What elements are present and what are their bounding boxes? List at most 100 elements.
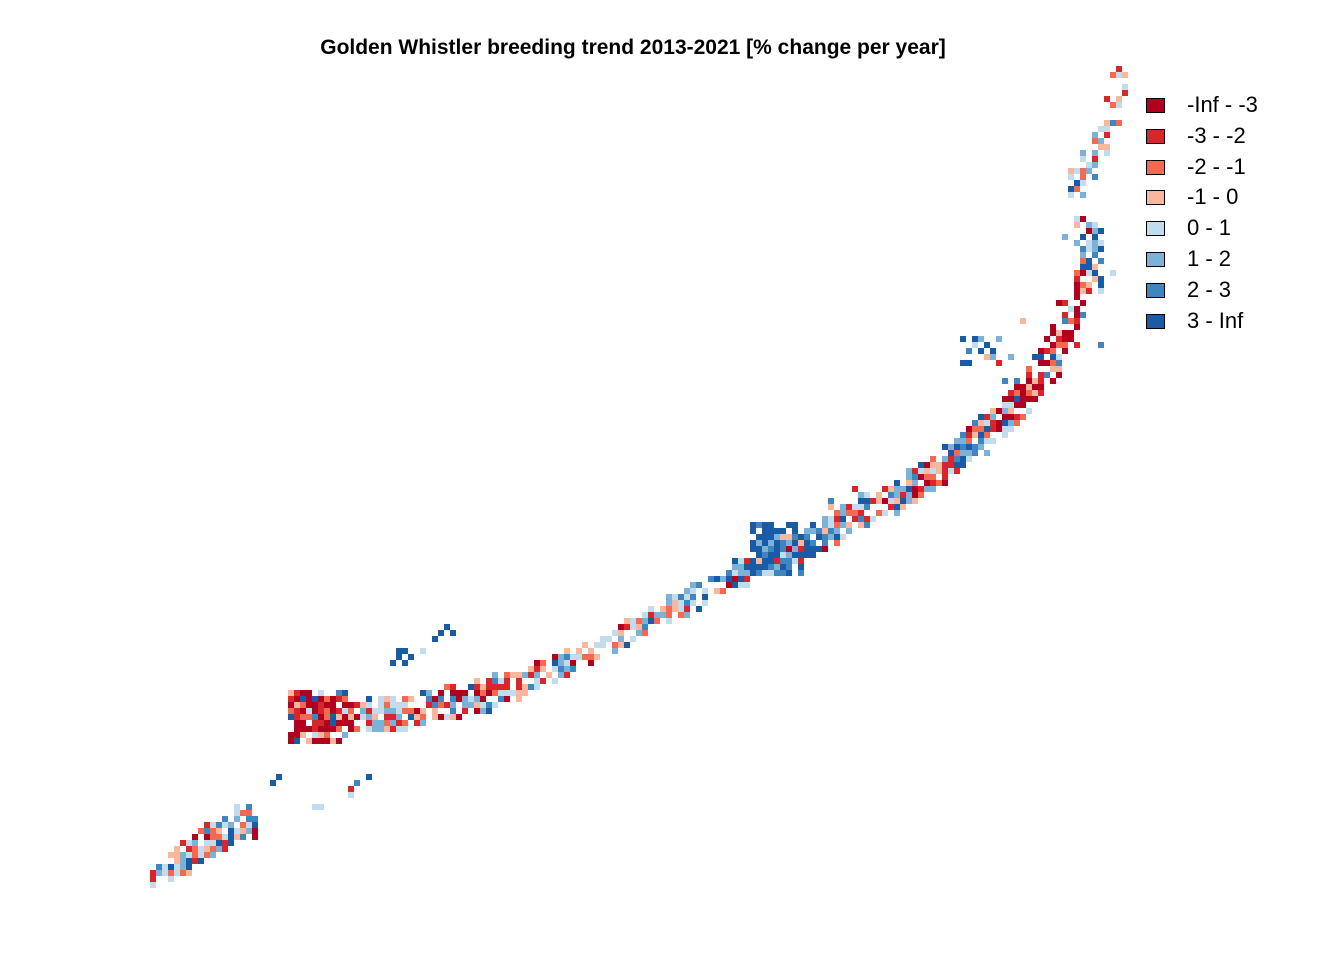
raster-cell [666, 618, 672, 624]
raster-cell [942, 456, 948, 462]
raster-cell [1020, 402, 1026, 408]
raster-cell [528, 672, 534, 678]
raster-cell [1074, 270, 1080, 276]
raster-cell [1056, 360, 1062, 366]
legend-label: -2 - -1 [1187, 153, 1246, 179]
raster-cell [540, 666, 546, 672]
raster-cell [786, 570, 792, 576]
raster-cell [1014, 384, 1020, 390]
raster-cell [474, 684, 480, 690]
raster-cell [564, 666, 570, 672]
raster-cell [738, 564, 744, 570]
raster-cell [942, 474, 948, 480]
raster-cell [204, 852, 210, 858]
raster-cell [378, 696, 384, 702]
legend-swatch [1146, 313, 1165, 329]
raster-cell [558, 672, 564, 678]
raster-cell [798, 540, 804, 546]
raster-cell [858, 522, 864, 528]
raster-cell [786, 564, 792, 570]
raster-cell [888, 504, 894, 510]
raster-cell [978, 432, 984, 438]
raster-cell [1110, 270, 1116, 276]
raster-cell [1080, 252, 1086, 258]
raster-cell [756, 522, 762, 528]
raster-cell [1122, 84, 1128, 90]
raster-cell [552, 660, 558, 666]
raster-cell [354, 702, 360, 708]
raster-cell [582, 654, 588, 660]
raster-cell [1092, 156, 1098, 162]
raster-cell [1092, 138, 1098, 144]
raster-cell [162, 864, 168, 870]
raster-cell [312, 726, 318, 732]
raster-cell [1020, 318, 1026, 324]
raster-cell [894, 492, 900, 498]
raster-cell [468, 684, 474, 690]
raster-cell [402, 726, 408, 732]
raster-cell [678, 594, 684, 600]
raster-cell [1110, 72, 1116, 78]
raster-cell [324, 738, 330, 744]
raster-cell [966, 444, 972, 450]
raster-cell [612, 642, 618, 648]
raster-cell [528, 666, 534, 672]
raster-cell [384, 696, 390, 702]
raster-cell [810, 528, 816, 534]
raster-cell [438, 714, 444, 720]
raster-cell [798, 534, 804, 540]
raster-cell [432, 714, 438, 720]
raster-cell [966, 348, 972, 354]
raster-cell [246, 822, 252, 828]
raster-cell [498, 690, 504, 696]
raster-cell [990, 438, 996, 444]
raster-cell [918, 486, 924, 492]
legend-swatch [1146, 128, 1165, 144]
raster-cell [198, 858, 204, 864]
raster-cell [972, 336, 978, 342]
raster-cell [1074, 288, 1080, 294]
raster-cell [474, 690, 480, 696]
raster-cell [348, 702, 354, 708]
raster-cell [624, 624, 630, 630]
raster-cell [324, 726, 330, 732]
raster-cell [642, 612, 648, 618]
raster-cell [150, 870, 156, 876]
raster-cell [672, 600, 678, 606]
raster-cell [900, 504, 906, 510]
raster-cell [198, 852, 204, 858]
raster-cell [186, 846, 192, 852]
raster-cell [768, 546, 774, 552]
raster-cell [1014, 396, 1020, 402]
raster-cell [582, 642, 588, 648]
raster-cell [696, 606, 702, 612]
legend-swatch [1146, 98, 1165, 113]
raster-cell [1062, 318, 1068, 324]
raster-cell [252, 822, 258, 828]
raster-cell [1032, 396, 1038, 402]
raster-cell [960, 456, 966, 462]
raster-cell [366, 708, 372, 714]
raster-cell [300, 690, 306, 696]
raster-cell [972, 426, 978, 432]
raster-cell [684, 600, 690, 606]
raster-cell [768, 558, 774, 564]
raster-cell [1038, 384, 1044, 390]
raster-cell [492, 690, 498, 696]
raster-cell [1068, 168, 1074, 174]
raster-cell [852, 486, 858, 492]
raster-cell [588, 660, 594, 666]
raster-cell [840, 510, 846, 516]
legend-label: 3 - Inf [1187, 307, 1244, 333]
raster-cell [366, 726, 372, 732]
raster-cell [420, 690, 426, 696]
raster-cell [348, 714, 354, 720]
raster-cell [780, 528, 786, 534]
raster-cell [936, 480, 942, 486]
raster-cell [1122, 90, 1128, 96]
raster-cell [1080, 246, 1086, 252]
raster-cell [342, 708, 348, 714]
raster-cell [1014, 378, 1020, 384]
raster-cell [954, 456, 960, 462]
